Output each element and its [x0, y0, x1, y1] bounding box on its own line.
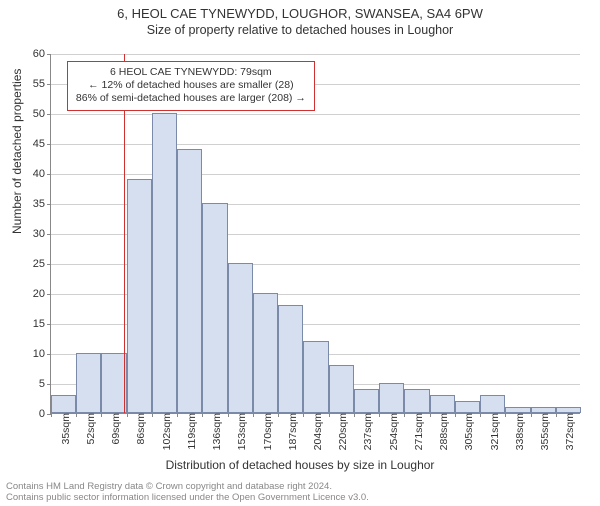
ytick-label: 15 — [33, 318, 51, 330]
xtick-label: 187sqm — [283, 413, 299, 450]
xtick-label: 204sqm — [308, 413, 324, 450]
gridline — [51, 144, 580, 145]
ytick-label: 25 — [33, 258, 51, 270]
xtick-label: 136sqm — [207, 413, 223, 450]
xtick-label: 288sqm — [434, 413, 450, 450]
ytick-label: 50 — [33, 108, 51, 120]
annotation-line: 6 HEOL CAE TYNEWYDD: 79sqm — [76, 66, 306, 79]
xtick-label: 254sqm — [384, 413, 400, 450]
histogram-chart: 6 HEOL CAE TYNEWYDD: 79sqm ← 12% of deta… — [50, 54, 580, 414]
xtick-label: 271sqm — [409, 413, 425, 450]
xtick-mark — [505, 413, 506, 417]
gridline — [51, 174, 580, 175]
xtick-mark — [101, 413, 102, 417]
ytick-label: 45 — [33, 138, 51, 150]
y-axis-label: Number of detached properties — [10, 69, 24, 234]
gridline — [51, 114, 580, 115]
histogram-bar — [253, 293, 278, 413]
xtick-mark — [152, 413, 153, 417]
xtick-mark — [404, 413, 405, 417]
xtick-label: 86sqm — [131, 413, 147, 445]
annotation-box: 6 HEOL CAE TYNEWYDD: 79sqm ← 12% of deta… — [67, 61, 315, 110]
xtick-mark — [228, 413, 229, 417]
xtick-mark — [354, 413, 355, 417]
ytick-label: 55 — [33, 78, 51, 90]
xtick-mark — [379, 413, 380, 417]
histogram-bar — [202, 203, 227, 413]
histogram-bar — [430, 395, 455, 413]
xtick-label: 237sqm — [358, 413, 374, 450]
xtick-label: 119sqm — [182, 413, 198, 450]
histogram-bar — [455, 401, 480, 413]
xtick-mark — [278, 413, 279, 417]
xtick-mark — [303, 413, 304, 417]
ytick-label: 20 — [33, 288, 51, 300]
ytick-label: 40 — [33, 168, 51, 180]
xtick-label: 321sqm — [485, 413, 501, 450]
histogram-bar — [127, 179, 152, 413]
xtick-label: 372sqm — [560, 413, 576, 450]
xtick-label: 153sqm — [232, 413, 248, 450]
xtick-mark — [202, 413, 203, 417]
histogram-bar — [101, 353, 126, 413]
xtick-mark — [455, 413, 456, 417]
xtick-mark — [556, 413, 557, 417]
ytick-label: 0 — [39, 408, 51, 420]
xtick-mark — [531, 413, 532, 417]
histogram-bar — [480, 395, 505, 413]
xtick-mark — [430, 413, 431, 417]
xtick-mark — [76, 413, 77, 417]
ytick-label: 10 — [33, 348, 51, 360]
histogram-bar — [354, 389, 379, 413]
ytick-label: 5 — [39, 378, 51, 390]
histogram-bar — [303, 341, 328, 413]
xtick-label: 102sqm — [157, 413, 173, 450]
page-subtitle: Size of property relative to detached ho… — [0, 23, 600, 37]
xtick-mark — [51, 413, 52, 417]
histogram-bar — [177, 149, 202, 413]
histogram-bar — [76, 353, 101, 413]
ytick-label: 60 — [33, 48, 51, 60]
gridline — [51, 54, 580, 55]
xtick-label: 305sqm — [459, 413, 475, 450]
xtick-label: 35sqm — [56, 413, 72, 445]
xtick-mark — [127, 413, 128, 417]
page-title: 6, HEOL CAE TYNEWYDD, LOUGHOR, SWANSEA, … — [0, 6, 600, 21]
xtick-mark — [480, 413, 481, 417]
xtick-label: 69sqm — [106, 413, 122, 445]
histogram-bar — [278, 305, 303, 413]
xtick-mark — [177, 413, 178, 417]
xtick-label: 170sqm — [258, 413, 274, 450]
xtick-label: 52sqm — [81, 413, 97, 445]
ytick-label: 35 — [33, 198, 51, 210]
histogram-bar — [404, 389, 429, 413]
xtick-mark — [329, 413, 330, 417]
annotation-line: ← 12% of detached houses are smaller (28… — [76, 79, 306, 92]
histogram-bar — [329, 365, 354, 413]
histogram-bar — [379, 383, 404, 413]
annotation-line: 86% of semi-detached houses are larger (… — [76, 92, 306, 105]
footer-attribution: Contains HM Land Registry data © Crown c… — [6, 482, 369, 504]
xtick-label: 338sqm — [510, 413, 526, 450]
ytick-label: 30 — [33, 228, 51, 240]
histogram-bar — [152, 113, 177, 413]
xtick-label: 220sqm — [333, 413, 349, 450]
histogram-bar — [228, 263, 253, 413]
histogram-bar — [51, 395, 76, 413]
plot-area: 6 HEOL CAE TYNEWYDD: 79sqm ← 12% of deta… — [50, 54, 580, 414]
xtick-label: 355sqm — [535, 413, 551, 450]
x-axis-label: Distribution of detached houses by size … — [0, 458, 600, 472]
xtick-mark — [253, 413, 254, 417]
footer-line: Contains public sector information licen… — [6, 493, 369, 504]
